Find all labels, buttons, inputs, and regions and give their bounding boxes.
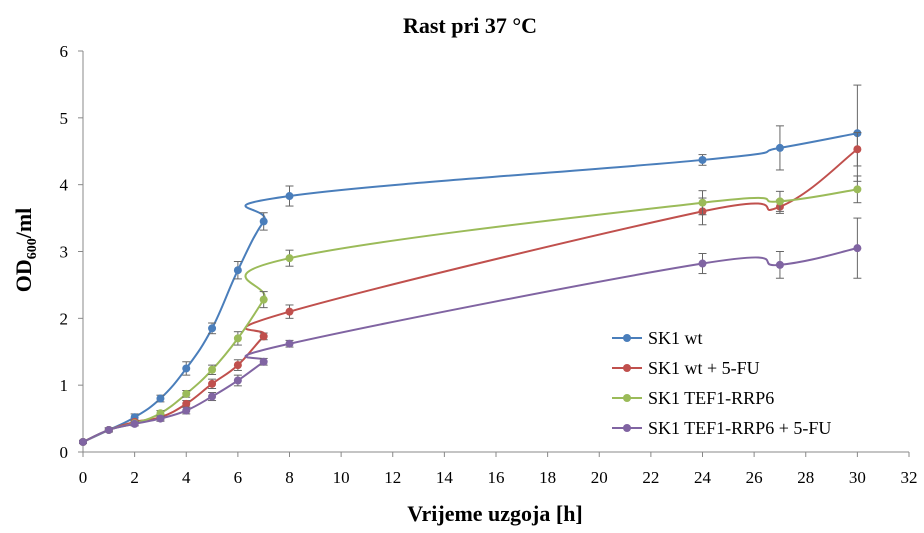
data-point [259, 217, 268, 226]
data-point [698, 155, 707, 164]
legend-label: SK1 TEF1-RRP6 + 5-FU [648, 418, 831, 438]
y-tick-label: 4 [60, 176, 69, 195]
data-point [775, 197, 784, 206]
data-point [698, 259, 707, 268]
data-point [259, 295, 268, 304]
legend-label: SK1 wt [648, 328, 703, 348]
svg-text:OD600/ml: OD600/ml [11, 208, 40, 293]
data-point [233, 266, 242, 275]
data-point [259, 332, 268, 341]
data-point [285, 339, 294, 348]
data-point [775, 260, 784, 269]
data-point [853, 244, 862, 253]
x-tick-label: 10 [333, 468, 350, 487]
x-tick-label: 12 [384, 468, 401, 487]
data-point [233, 376, 242, 385]
data-point [104, 425, 113, 434]
data-point [208, 365, 217, 374]
data-point [182, 389, 191, 398]
series-line [82, 188, 858, 443]
data-point [208, 392, 217, 401]
series-line [82, 247, 858, 443]
chart-title: Rast pri 37 °C [403, 13, 537, 38]
data-point [853, 145, 862, 154]
x-tick-labels: 0 2 4 6 8 10 12 14 16 18 20 22 24 26 28 30 32 [79, 452, 918, 487]
series-4 [79, 217, 862, 446]
data-point [182, 406, 191, 415]
plot-area [79, 84, 862, 446]
data-point [285, 307, 294, 316]
data-point [208, 324, 217, 333]
data-point [698, 198, 707, 207]
data-point [259, 357, 268, 366]
data-point [182, 399, 191, 408]
data-point [853, 185, 862, 194]
data-point [156, 414, 165, 423]
y-tick-label: 5 [60, 109, 69, 128]
legend-marker [623, 364, 631, 372]
y-tick-label: 6 [60, 42, 69, 61]
legend: SK1 wt SK1 wt + 5-FU SK1 TEF1-RRP6 SK1 TEF1… [612, 328, 831, 438]
data-point [775, 143, 784, 152]
legend-label: SK1 wt + 5-FU [648, 358, 760, 378]
x-tick-label: 18 [539, 468, 556, 487]
data-point [130, 419, 139, 428]
legend-item: SK1 wt + 5-FU [612, 358, 760, 378]
x-tick-label: 30 [849, 468, 866, 487]
axes [82, 51, 909, 453]
legend-item: SK1 TEF1-RRP6 [612, 388, 774, 408]
series-line [82, 132, 858, 443]
data-point [156, 394, 165, 403]
x-tick-label: 16 [488, 468, 505, 487]
x-tick-label: 24 [694, 468, 712, 487]
y-tick-labels: 0 1 2 3 4 5 6 [60, 42, 83, 462]
x-tick-label: 28 [797, 468, 814, 487]
y-axis-title-sub: 600 [25, 238, 40, 259]
y-axis-title-main: OD [11, 259, 36, 292]
legend-item: SK1 wt [612, 328, 703, 348]
legend-marker [623, 424, 631, 432]
data-point [233, 334, 242, 343]
y-axis-title: OD600/ml [11, 208, 40, 293]
data-point [208, 379, 217, 388]
x-tick-label: 0 [79, 468, 88, 487]
x-tick-label: 32 [901, 468, 918, 487]
y-tick-label: 2 [60, 309, 69, 328]
x-axis-title: Vrijeme uzgoja [h] [407, 501, 583, 526]
x-tick-label: 22 [642, 468, 659, 487]
legend-marker [623, 394, 631, 402]
y-axis-title-tail: /ml [11, 208, 36, 240]
data-point [285, 192, 294, 201]
x-tick-label: 6 [234, 468, 243, 487]
y-tick-label: 3 [60, 243, 69, 262]
x-tick-label: 20 [591, 468, 608, 487]
x-tick-label: 4 [182, 468, 191, 487]
x-tick-label: 14 [436, 468, 454, 487]
data-point [182, 364, 191, 373]
x-tick-label: 2 [130, 468, 139, 487]
legend-item: SK1 TEF1-RRP6 + 5-FU [612, 418, 831, 438]
x-tick-label: 26 [746, 468, 763, 487]
y-tick-label: 0 [60, 443, 69, 462]
legend-marker [623, 334, 631, 342]
x-tick-label: 8 [285, 468, 294, 487]
data-point [233, 361, 242, 370]
y-tick-label: 1 [60, 376, 69, 395]
data-point [285, 254, 294, 263]
data-point [79, 437, 87, 446]
legend-label: SK1 TEF1-RRP6 [648, 388, 774, 408]
